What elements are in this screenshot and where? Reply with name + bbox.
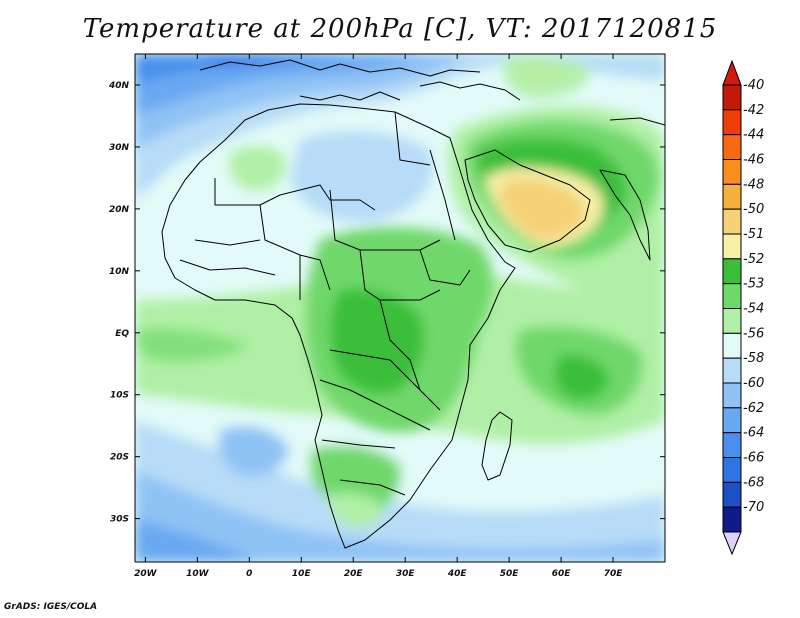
lat-tick-label: 10S bbox=[110, 391, 129, 401]
lon-tick-label: 10W bbox=[186, 569, 210, 579]
lat-tick-label: 20N bbox=[109, 205, 130, 215]
colorbar-swatch bbox=[722, 382, 742, 409]
colorbar-label: -60 bbox=[743, 376, 764, 391]
lat-tick-label: 20S bbox=[110, 453, 129, 463]
colorbar-label: -66 bbox=[743, 451, 764, 466]
lat-tick-label: 40N bbox=[108, 81, 130, 91]
colorbar-swatch bbox=[722, 332, 742, 359]
lon-tick-label: 20W bbox=[134, 569, 158, 579]
colorbar-swatch bbox=[722, 109, 742, 136]
colorbar-top-arrow bbox=[722, 59, 742, 86]
colorbar-label: -52 bbox=[743, 252, 764, 267]
lon-tick-label: 0 bbox=[246, 569, 252, 579]
colorbar-label: -53 bbox=[743, 277, 764, 292]
colorbar-swatch bbox=[722, 407, 742, 434]
longitude-axis: 20W 10W 0 10E 20E 30E 40E 50E 60E 70E bbox=[134, 54, 623, 579]
colorbar-swatch bbox=[722, 208, 742, 235]
footer-credit: GrADS: IGES/COLA bbox=[4, 602, 98, 612]
colorbar-swatch bbox=[722, 233, 742, 260]
colorbar-label: -54 bbox=[743, 302, 764, 317]
colorbar-bottom-arrow bbox=[722, 531, 742, 556]
colorbar-label: -46 bbox=[743, 153, 764, 168]
map-title: Temperature at 200hPa [C], VT: 201712081… bbox=[82, 14, 718, 44]
lat-tick-label: 30S bbox=[110, 515, 129, 525]
colorbar-swatch bbox=[722, 308, 742, 334]
lat-tick-label: 30N bbox=[109, 143, 130, 153]
lat-tick-label: 10N bbox=[109, 267, 130, 277]
colorbar-swatch bbox=[722, 283, 742, 309]
map-frame bbox=[134, 53, 666, 563]
lon-tick-label: 40E bbox=[447, 569, 468, 579]
lon-tick-label: 60E bbox=[552, 569, 572, 579]
colorbar-swatch bbox=[722, 183, 742, 210]
colorbar-swatch bbox=[722, 84, 742, 111]
temperature-field bbox=[135, 54, 665, 562]
lon-tick-label: 10E bbox=[292, 569, 312, 579]
colorbar-label: -62 bbox=[743, 401, 764, 416]
lon-tick-label: 20E bbox=[344, 569, 364, 579]
latitude-axis: 40N 30N 20N 10N EQ 10S 20S 30S bbox=[108, 81, 665, 525]
colorbar-label: -51 bbox=[743, 227, 764, 242]
colorbar-label: -44 bbox=[743, 128, 764, 143]
colorbar-swatch bbox=[722, 457, 742, 483]
colorbar-swatch bbox=[722, 258, 742, 285]
lat-tick-label: EQ bbox=[115, 329, 129, 339]
colorbar-label: -68 bbox=[743, 475, 764, 490]
colorbar: -40 -42 -44 -46 -48 -50 -51 -52 -53 -54 -56 -58 -60 -… bbox=[722, 59, 764, 556]
colorbar-swatch bbox=[722, 481, 742, 508]
colorbar-swatch bbox=[722, 432, 742, 458]
lon-tick-label: 70E bbox=[604, 569, 624, 579]
colorbar-label: -48 bbox=[743, 177, 764, 192]
colorbar-label: -58 bbox=[743, 351, 764, 366]
lon-tick-label: 50E bbox=[500, 569, 520, 579]
lon-tick-label: 30E bbox=[396, 569, 416, 579]
coastlines bbox=[161, 59, 665, 549]
colorbar-label: -70 bbox=[743, 500, 764, 515]
colorbar-label: -50 bbox=[743, 202, 764, 217]
colorbar-swatch bbox=[722, 134, 742, 161]
colorbar-swatch bbox=[722, 506, 742, 533]
colorbar-swatch bbox=[722, 357, 742, 384]
colorbar-label: -64 bbox=[743, 426, 764, 441]
colorbar-label: -42 bbox=[743, 103, 764, 118]
colorbar-label: -56 bbox=[743, 326, 764, 341]
colorbar-swatch bbox=[722, 159, 742, 185]
colorbar-label: -40 bbox=[743, 78, 764, 93]
